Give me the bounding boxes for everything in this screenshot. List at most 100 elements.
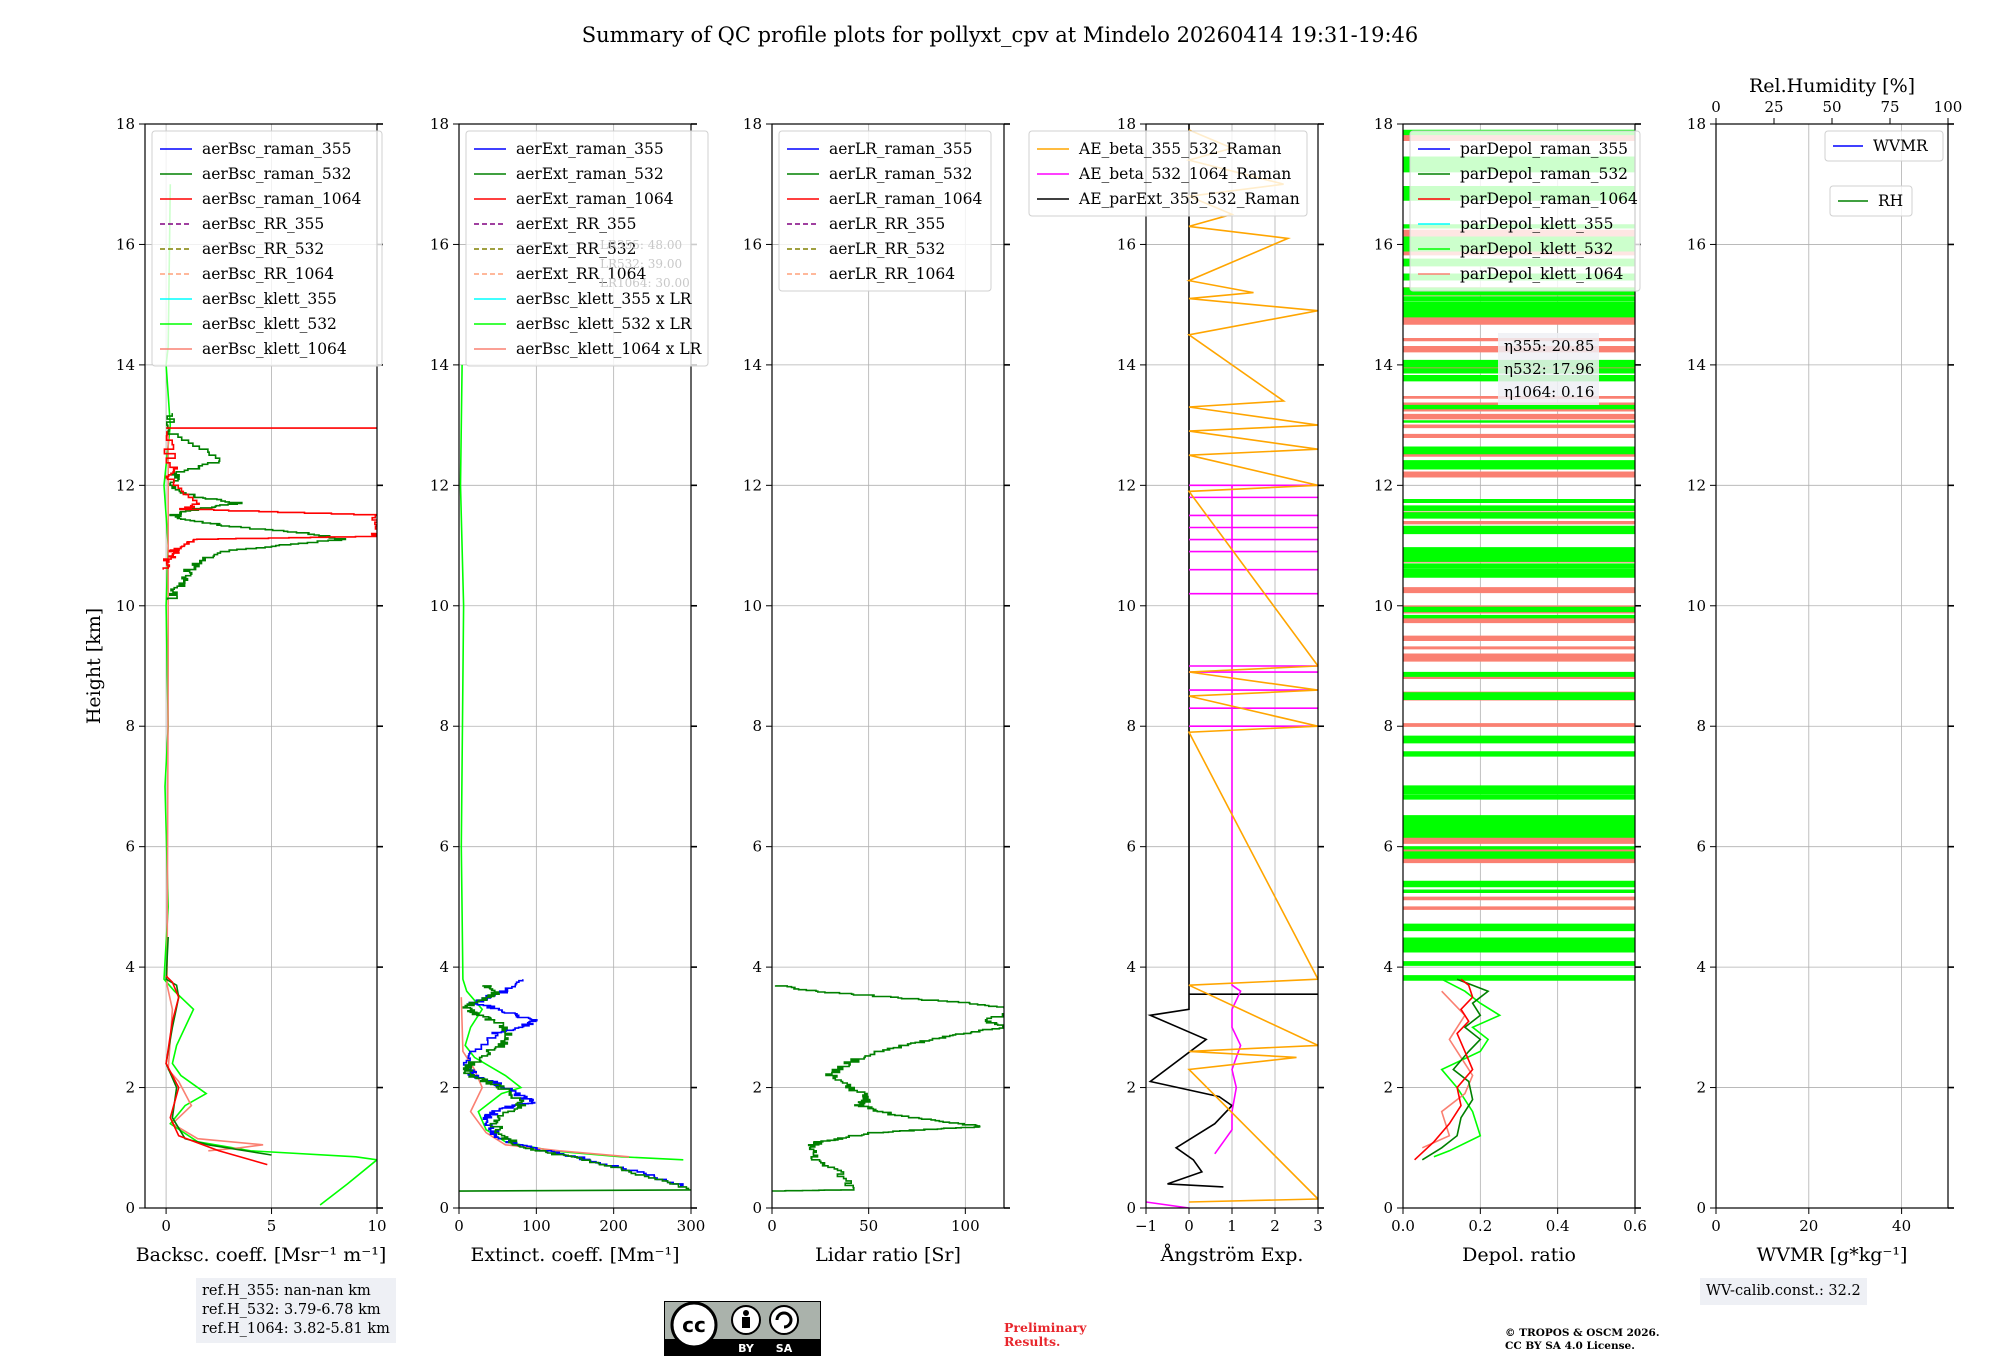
panels-group: 0 5 10 0 2 4 6 8 10 12 14 16 18 Backsc. coeff. [Msr⁻¹… bbox=[83, 75, 1962, 1266]
y-tick-label: 12 bbox=[1117, 476, 1136, 494]
legend-label: aerBsc_raman_532 bbox=[202, 165, 352, 183]
legend: aerExt_raman_355 aerExt_raman_532 aerExt_r… bbox=[465, 130, 709, 367]
legend: aerBsc_raman_355 aerBsc_raman_532 aerBsc_r… bbox=[151, 130, 383, 367]
ref-h-355: ref.H_355: nan-nan km bbox=[202, 1283, 371, 1299]
x-tick-label: 0.6 bbox=[1623, 1217, 1647, 1235]
legend: parDepol_raman_355 parDepol_raman_532 parD… bbox=[1409, 130, 1641, 292]
series-AE_parExt_355_532_Raman bbox=[1147, 124, 1318, 1188]
y-tick-label: 0 bbox=[1696, 1199, 1706, 1217]
x-tick-label: 0 bbox=[767, 1217, 777, 1235]
y-tick-label: 4 bbox=[1696, 958, 1706, 976]
y-tick-label: 8 bbox=[125, 717, 135, 735]
series-group bbox=[162, 184, 377, 1206]
x-tick-label: 2 bbox=[1270, 1217, 1280, 1235]
y-tick-label: 18 bbox=[1374, 115, 1393, 133]
wv-calib-note: WV-calib.const.: 32.2 bbox=[1700, 1278, 1867, 1305]
x-tick-label: 5 bbox=[267, 1217, 277, 1235]
series-aerExt_raman_532_base bbox=[459, 1189, 691, 1192]
y-tick-label: 6 bbox=[1126, 838, 1136, 856]
legend-label: aerBsc_klett_355 x LR bbox=[516, 290, 693, 308]
y-tick-label: 0 bbox=[752, 1199, 762, 1217]
y-tick-label: 18 bbox=[1687, 115, 1706, 133]
y-tick-label: 10 bbox=[430, 597, 449, 615]
legend-label: parDepol_klett_532 bbox=[1460, 240, 1613, 258]
y-tick-label: 0 bbox=[1126, 1199, 1136, 1217]
legend-label: aerLR_RR_355 bbox=[829, 215, 945, 233]
y-tick-label: 12 bbox=[1374, 476, 1393, 494]
legend-box bbox=[1829, 185, 1913, 217]
legend-label: parDepol_klett_355 bbox=[1460, 215, 1613, 233]
y-tick-label: 18 bbox=[116, 115, 135, 133]
y-tick-label: 16 bbox=[1117, 235, 1136, 253]
y-tick-label: 18 bbox=[430, 115, 449, 133]
y-tick-label: 0 bbox=[1383, 1199, 1393, 1217]
series-aerBsc_klett_1064 bbox=[166, 425, 264, 1152]
axes-frame bbox=[144, 123, 378, 1209]
axes-frame bbox=[1715, 123, 1949, 1209]
legend-label: aerLR_raman_1064 bbox=[829, 190, 982, 208]
y-tick-label: 16 bbox=[743, 235, 762, 253]
x-tick-label: 200 bbox=[599, 1217, 628, 1235]
series-aerBsc_klett_1064 x LR bbox=[460, 997, 630, 1158]
top-tick-label: 75 bbox=[1880, 98, 1899, 116]
y-tick-label: 8 bbox=[1696, 717, 1706, 735]
x-tick-label: 0 bbox=[161, 1217, 171, 1235]
legend-label: aerExt_RR_1064 bbox=[516, 265, 647, 283]
y-tick-label: 0 bbox=[439, 1199, 449, 1217]
legend-label: parDepol_raman_355 bbox=[1460, 140, 1628, 158]
legend-label: AE_parExt_355_532_Raman bbox=[1078, 190, 1300, 208]
legend-label: aerBsc_klett_1064 bbox=[202, 340, 347, 358]
series-aerExt_raman_355 bbox=[462, 979, 684, 1187]
legend-label: aerExt_raman_532 bbox=[516, 165, 664, 183]
y-axis-label: Height [km] bbox=[83, 608, 105, 724]
y-tick-label: 8 bbox=[752, 717, 762, 735]
y-tick-label: 14 bbox=[1374, 356, 1393, 374]
y-tick-label: 14 bbox=[430, 356, 449, 374]
legend-label: aerLR_RR_532 bbox=[829, 240, 945, 258]
y-tick-label: 18 bbox=[743, 115, 762, 133]
x-tick-label: 20 bbox=[1799, 1217, 1818, 1235]
x-axis-label: Extinct. coeff. [Mm⁻¹] bbox=[470, 1244, 679, 1266]
legend-label: aerExt_RR_355 bbox=[516, 215, 637, 233]
copyright-line-1: © TROPOS & OSCM 2026. bbox=[1505, 1327, 1660, 1339]
y-tick-label: 14 bbox=[116, 356, 135, 374]
prelim-line-2: Results. bbox=[1004, 1334, 1061, 1349]
share-alike-icon bbox=[769, 1305, 799, 1335]
series-parDepol_klett_532 bbox=[1433, 978, 1502, 1158]
y-tick-label: 4 bbox=[439, 958, 449, 976]
y-tick-label: 6 bbox=[125, 838, 135, 856]
y-tick-label: 6 bbox=[752, 838, 762, 856]
y-tick-label: 16 bbox=[1374, 235, 1393, 253]
prelim-line-1: Preliminary bbox=[1004, 1320, 1087, 1335]
y-tick-label: 2 bbox=[752, 1079, 762, 1097]
y-tick-label: 10 bbox=[1117, 597, 1136, 615]
x-tick-label: 3 bbox=[1313, 1217, 1323, 1235]
legend-box bbox=[1028, 130, 1308, 217]
x-tick-label: 40 bbox=[1892, 1217, 1911, 1235]
series-aerBsc_klett_532 bbox=[163, 184, 377, 1206]
y-tick-label: 10 bbox=[116, 597, 135, 615]
x-tick-label: 10 bbox=[367, 1217, 386, 1235]
y-tick-label: 4 bbox=[1126, 958, 1136, 976]
legend-label: WVMR bbox=[1873, 137, 1929, 155]
series-group bbox=[1146, 124, 1318, 1208]
y-tick-label: 8 bbox=[1383, 717, 1393, 735]
y-tick-label: 6 bbox=[439, 838, 449, 856]
legend-box bbox=[1824, 130, 1944, 162]
y-tick-label: 2 bbox=[439, 1079, 449, 1097]
series-AE_beta_532_1064_Raman bbox=[1214, 485, 1242, 1155]
legend-label: aerBsc_raman_355 bbox=[202, 140, 352, 158]
axes-frame bbox=[458, 123, 692, 1209]
eta-note: η355: 20.85 η532: 17.96 η1064: 0.16 bbox=[1498, 333, 1599, 405]
x-axis-label: Backsc. coeff. [Msr⁻¹ m⁻¹] bbox=[136, 1244, 387, 1266]
y-tick-label: 16 bbox=[116, 235, 135, 253]
legend-box bbox=[778, 130, 992, 292]
eta-note-line: η532: 17.96 bbox=[1504, 360, 1594, 378]
y-tick-label: 4 bbox=[752, 958, 762, 976]
x-tick-label: 0 bbox=[454, 1217, 464, 1235]
legend-label: RH bbox=[1878, 192, 1903, 210]
x-tick-label: 300 bbox=[677, 1217, 706, 1235]
legend-label: aerLR_raman_532 bbox=[829, 165, 972, 183]
cc-by-sa-badge: cc BY SA bbox=[664, 1301, 821, 1356]
